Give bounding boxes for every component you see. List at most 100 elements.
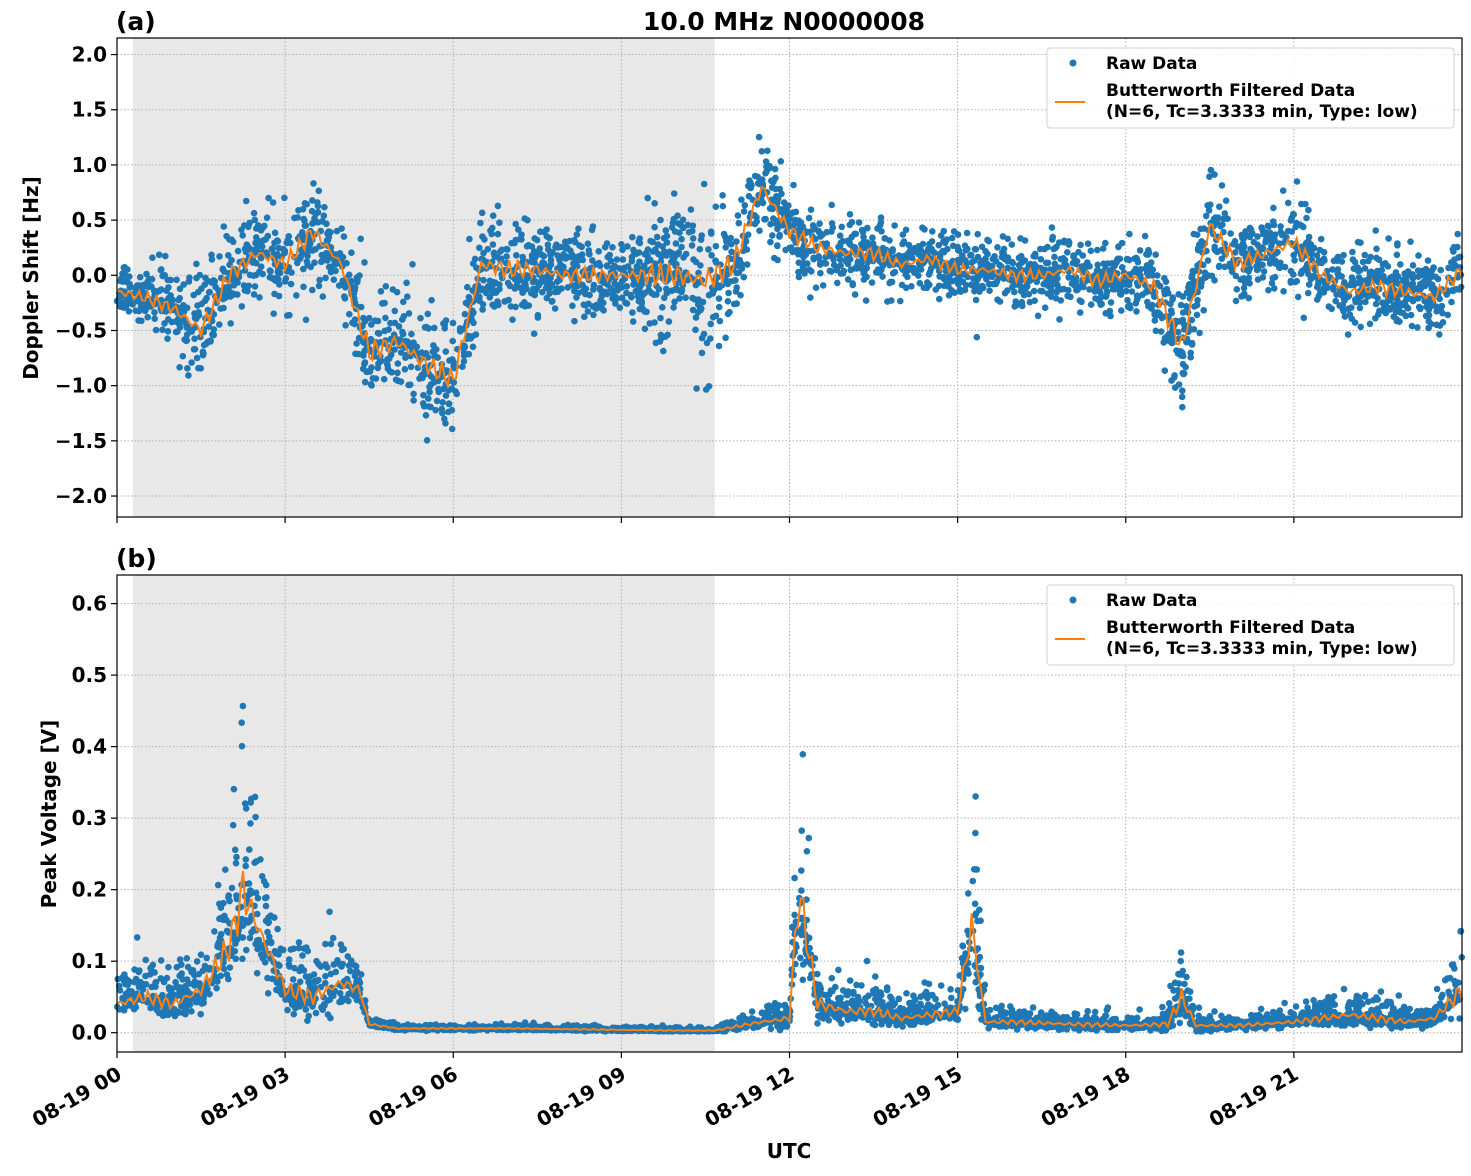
raw-data-point bbox=[884, 298, 891, 305]
y-tick-label: 1.0 bbox=[72, 153, 107, 177]
raw-data-point bbox=[222, 295, 229, 302]
raw-data-point bbox=[393, 376, 400, 383]
raw-data-point bbox=[708, 252, 715, 259]
raw-data-point bbox=[528, 259, 535, 266]
raw-data-point bbox=[994, 296, 1001, 303]
raw-data-point bbox=[265, 233, 272, 240]
raw-data-point bbox=[401, 313, 408, 320]
raw-data-point bbox=[295, 207, 302, 214]
y-axis-label-b: Peak Voltage [V] bbox=[37, 720, 61, 909]
raw-data-point bbox=[1270, 205, 1277, 212]
raw-data-point bbox=[599, 299, 606, 306]
raw-data-point bbox=[664, 290, 671, 297]
raw-data-point bbox=[651, 200, 658, 207]
raw-data-point bbox=[918, 266, 925, 273]
raw-data-point bbox=[556, 257, 563, 264]
raw-data-point bbox=[781, 199, 788, 206]
raw-data-point bbox=[1430, 264, 1437, 271]
raw-data-point bbox=[1357, 324, 1364, 331]
raw-data-point bbox=[1255, 276, 1262, 283]
raw-data-point bbox=[1415, 252, 1422, 259]
raw-data-point bbox=[804, 260, 811, 267]
raw-data-point bbox=[426, 389, 433, 396]
raw-data-point bbox=[693, 259, 700, 266]
raw-data-point bbox=[1194, 297, 1201, 304]
raw-data-point bbox=[908, 283, 915, 290]
raw-data-point bbox=[1423, 269, 1430, 276]
raw-data-point bbox=[389, 369, 396, 376]
raw-data-point bbox=[889, 248, 896, 255]
raw-data-point bbox=[651, 224, 658, 231]
raw-data-point bbox=[590, 303, 597, 310]
raw-data-point bbox=[1187, 354, 1194, 361]
raw-data-point bbox=[459, 363, 466, 370]
raw-data-point bbox=[1417, 305, 1424, 312]
raw-data-point bbox=[270, 276, 277, 283]
raw-data-point bbox=[624, 283, 631, 290]
raw-data-point bbox=[978, 285, 985, 292]
raw-data-point bbox=[642, 290, 649, 297]
raw-data-point bbox=[342, 284, 349, 291]
raw-data-point bbox=[861, 239, 868, 246]
raw-data-point bbox=[310, 180, 317, 187]
raw-data-point bbox=[164, 335, 171, 342]
raw-data-point bbox=[252, 283, 259, 290]
raw-data-point bbox=[1060, 255, 1067, 262]
raw-data-point bbox=[769, 232, 776, 239]
raw-data-point bbox=[284, 237, 291, 244]
raw-data-point bbox=[1031, 288, 1038, 295]
raw-data-point bbox=[991, 253, 998, 260]
raw-data-point bbox=[479, 210, 486, 217]
raw-data-point bbox=[291, 1011, 298, 1018]
raw-data-point bbox=[581, 314, 588, 321]
raw-data-point bbox=[1341, 986, 1348, 993]
raw-data-point bbox=[1126, 282, 1133, 289]
raw-data-point bbox=[606, 252, 613, 259]
chart-title: 10.0 MHz N0000008 bbox=[643, 7, 925, 36]
raw-data-point bbox=[741, 274, 748, 281]
raw-data-point bbox=[647, 257, 654, 264]
raw-data-point bbox=[1211, 246, 1218, 253]
raw-data-point bbox=[530, 279, 537, 286]
raw-data-point bbox=[205, 307, 212, 314]
y-tick-label: −2.0 bbox=[55, 484, 107, 508]
raw-data-point bbox=[680, 254, 687, 261]
raw-data-point bbox=[835, 967, 842, 974]
raw-data-point bbox=[881, 235, 888, 242]
raw-data-point bbox=[1100, 245, 1107, 252]
raw-data-point bbox=[333, 969, 340, 976]
raw-data-point bbox=[185, 372, 192, 379]
raw-data-point bbox=[159, 327, 166, 334]
raw-data-point bbox=[590, 312, 597, 319]
raw-data-point bbox=[1314, 252, 1321, 259]
raw-data-point bbox=[1352, 259, 1359, 266]
raw-data-point bbox=[1429, 281, 1436, 288]
raw-data-point bbox=[487, 227, 494, 234]
raw-data-point bbox=[690, 307, 697, 314]
raw-data-point bbox=[859, 264, 866, 271]
raw-data-point bbox=[1058, 297, 1065, 304]
raw-data-point bbox=[233, 854, 240, 861]
raw-data-point bbox=[984, 237, 991, 244]
raw-data-point bbox=[1338, 273, 1345, 280]
raw-data-point bbox=[294, 214, 301, 221]
raw-data-point bbox=[932, 996, 939, 1003]
raw-data-point bbox=[569, 282, 576, 289]
raw-data-point bbox=[653, 291, 660, 298]
raw-data-point bbox=[425, 311, 432, 318]
raw-data-point bbox=[1276, 264, 1283, 271]
raw-data-point bbox=[434, 398, 441, 405]
raw-data-point bbox=[829, 975, 836, 982]
raw-data-point bbox=[733, 300, 740, 307]
raw-data-point bbox=[829, 220, 836, 227]
raw-data-point bbox=[315, 219, 322, 226]
raw-data-point bbox=[1230, 241, 1237, 248]
raw-data-point bbox=[800, 751, 807, 758]
raw-data-point bbox=[1180, 309, 1187, 316]
raw-data-point bbox=[907, 248, 914, 255]
raw-data-point bbox=[1248, 226, 1255, 233]
raw-data-point bbox=[1440, 319, 1447, 326]
raw-data-point bbox=[1241, 235, 1248, 242]
raw-data-point bbox=[410, 397, 417, 404]
